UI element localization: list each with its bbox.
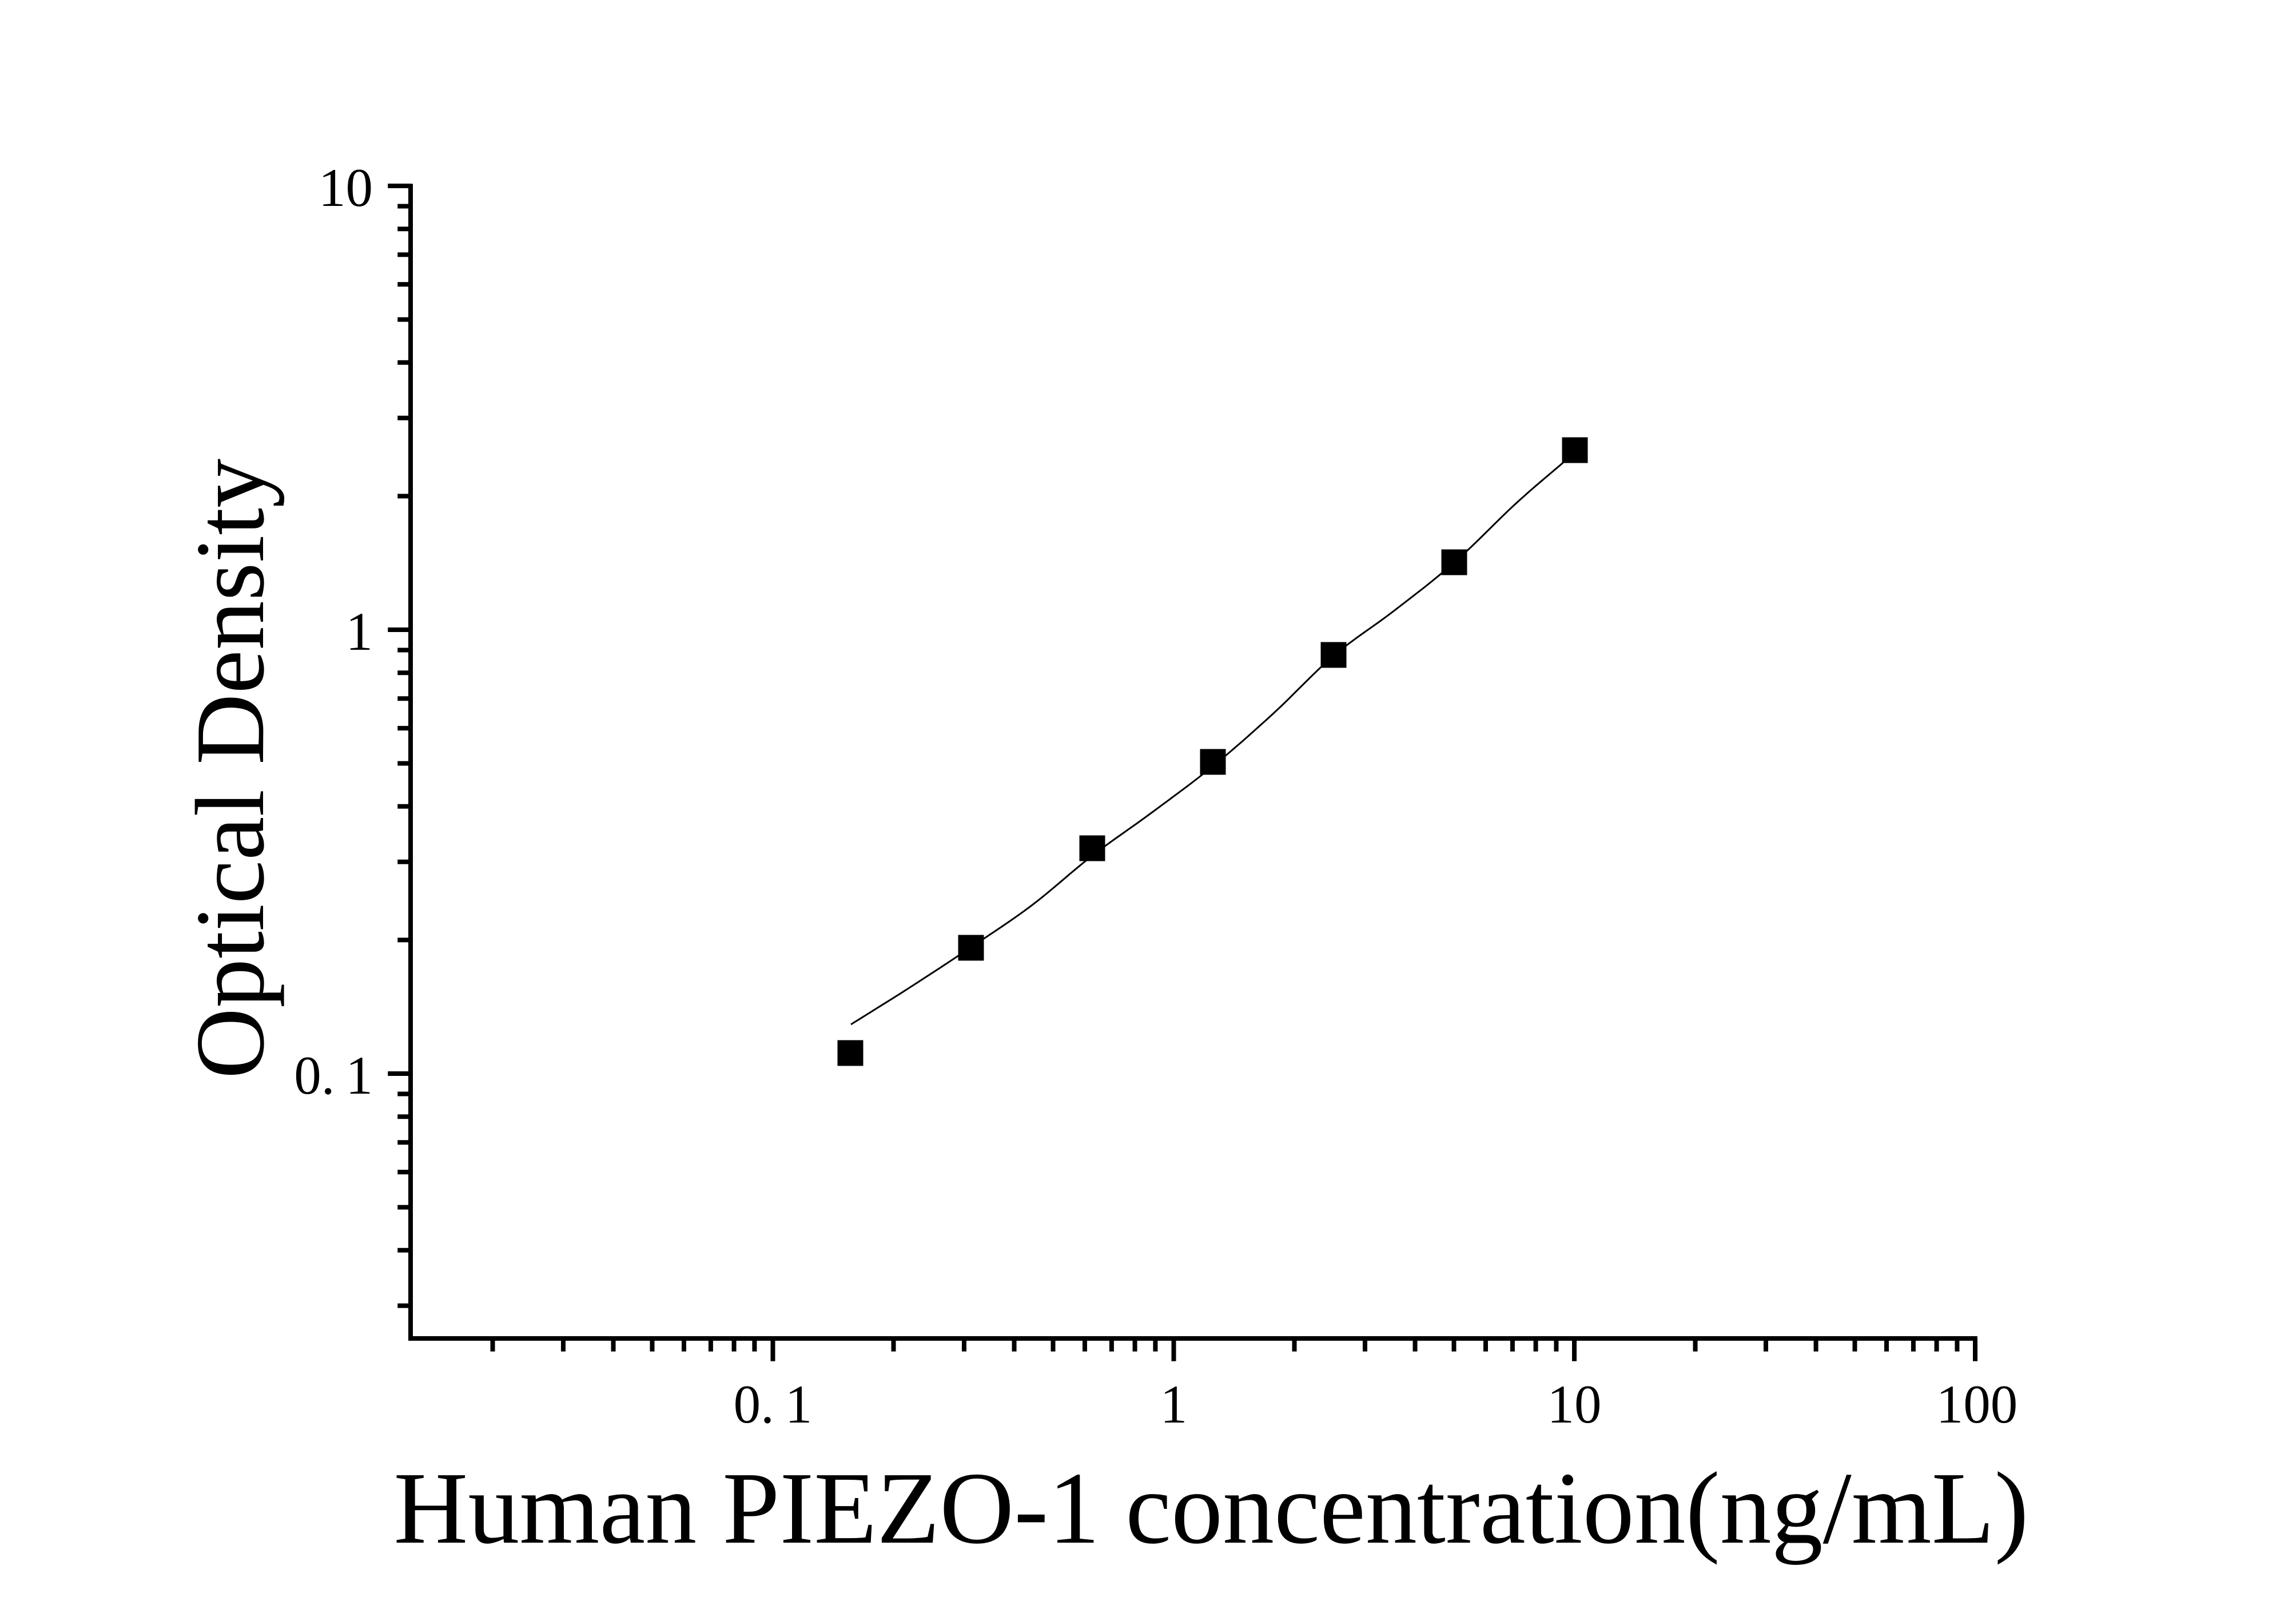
svg-text:1: 1 [346, 601, 373, 662]
svg-text:0. 1: 0. 1 [734, 1374, 813, 1435]
svg-text:0. 1: 0. 1 [294, 1045, 373, 1106]
svg-text:100: 100 [1936, 1374, 2018, 1435]
svg-text:Optical Density: Optical Density [176, 459, 285, 1079]
svg-text:Human PIEZO-1 concentration(ng: Human PIEZO-1 concentration(ng/mL) [393, 1451, 2028, 1565]
svg-text:1: 1 [1160, 1374, 1188, 1435]
svg-text:10: 10 [1547, 1374, 1602, 1435]
svg-text:10: 10 [319, 157, 373, 218]
